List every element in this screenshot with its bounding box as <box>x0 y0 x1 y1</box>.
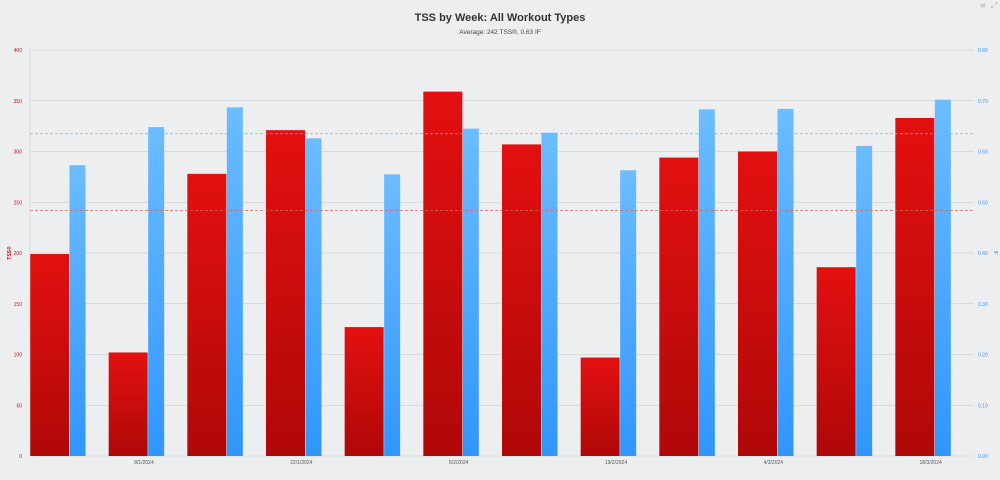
left-tick-label: 250 <box>14 200 23 206</box>
right-tick-label: 0.60 <box>978 150 988 156</box>
if-bar <box>620 170 637 456</box>
left-tick-label: 0 <box>19 454 22 460</box>
x-tick-label: 18/3/2024 <box>920 460 942 466</box>
right-axis-title: IF <box>992 251 998 255</box>
tss-bar <box>266 130 305 456</box>
left-tick-label: 350 <box>14 99 23 105</box>
tss-bar <box>738 151 777 456</box>
if-bar <box>934 99 951 457</box>
menu-icon[interactable]: ≡ <box>979 1 987 10</box>
x-tick-label: 22/1/2024 <box>290 460 312 466</box>
right-tick-label: 0.10 <box>978 403 988 409</box>
left-tick-label: 300 <box>14 150 23 156</box>
if-bar <box>305 138 322 456</box>
if-bar <box>856 145 873 457</box>
left-tick-label: 50 <box>16 403 22 409</box>
left-tick-label: 100 <box>14 353 23 359</box>
tss-bar <box>108 352 148 456</box>
tss-bar <box>344 327 384 456</box>
if-bar <box>148 127 165 456</box>
if-bar <box>541 132 558 456</box>
tss-bar <box>659 157 699 456</box>
tss-bar <box>502 144 541 456</box>
left-tick-label: 400 <box>14 48 23 54</box>
if-bar <box>698 109 715 456</box>
tss-bar <box>580 357 620 456</box>
right-tick-label: 0.50 <box>978 200 988 206</box>
x-tick-label: 4/3/2024 <box>764 460 784 466</box>
expand-icon[interactable]: ⤢ <box>990 1 998 10</box>
tss-bar <box>895 118 935 456</box>
left-axis-title: TSS® <box>6 246 13 260</box>
x-tick-label: 5/2/2024 <box>449 460 469 466</box>
right-tick-label: 0.40 <box>978 251 988 257</box>
chart-subtitle: Average: 242 TSS®, 0.63 IF <box>459 29 541 36</box>
right-tick-label: 0.00 <box>978 454 988 460</box>
x-tick-label: 8/1/2024 <box>134 460 154 466</box>
tss-bar <box>423 91 463 457</box>
tss-bar <box>187 173 227 456</box>
if-bar <box>226 107 243 456</box>
right-tick-label: 0.30 <box>978 302 988 308</box>
left-tick-label: 200 <box>14 251 23 257</box>
if-bar <box>777 108 794 457</box>
if-bar <box>462 128 479 456</box>
if-bar <box>69 165 86 456</box>
right-tick-label: 0.70 <box>978 99 988 105</box>
tss-bar <box>30 254 69 456</box>
x-tick-label: 19/2/2024 <box>605 460 627 466</box>
if-bar <box>384 174 401 456</box>
left-tick-label: 150 <box>14 302 23 308</box>
chart-title: TSS by Week: All Workout Types <box>414 12 586 24</box>
right-tick-label: 0.80 <box>978 48 988 54</box>
tss-bar <box>816 267 856 456</box>
right-tick-label: 0.20 <box>978 353 988 359</box>
